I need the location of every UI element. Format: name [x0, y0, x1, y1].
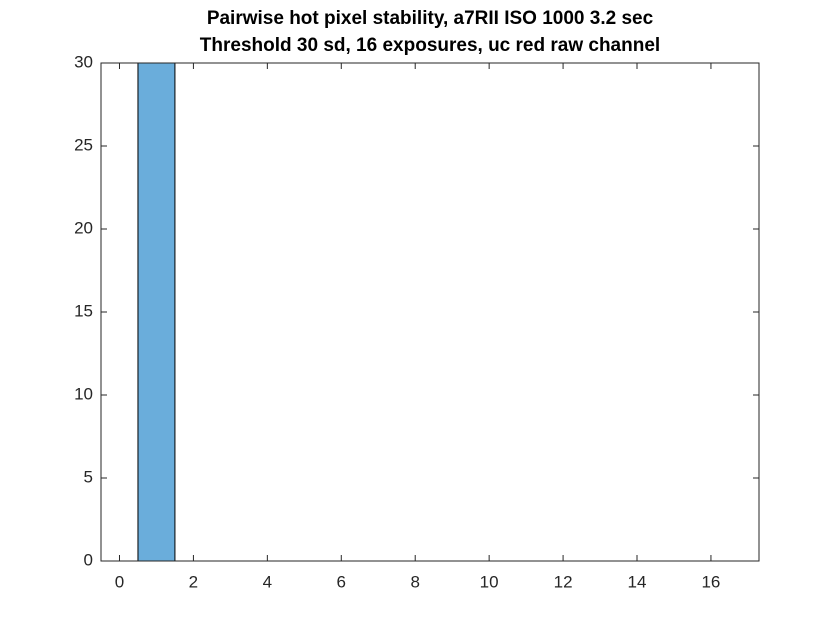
x-tick-label: 0: [115, 572, 124, 591]
bar: [137, 62, 176, 562]
y-tick-label: 20: [74, 218, 93, 237]
x-tick-label: 4: [263, 572, 272, 591]
plot-area: [101, 63, 759, 561]
x-tick-label: 8: [410, 572, 419, 591]
x-tick-label: 14: [628, 572, 647, 591]
y-tick-label: 5: [84, 467, 93, 486]
chart-title: Pairwise hot pixel stability, a7RII ISO …: [207, 8, 654, 29]
x-tick-label: 12: [554, 572, 573, 591]
y-tick-label: 30: [74, 52, 93, 71]
x-tick-label: 16: [701, 572, 720, 591]
x-tick-label: 2: [189, 572, 198, 591]
chart-title: Threshold 30 sd, 16 exposures, uc red ra…: [200, 35, 660, 56]
y-tick-label: 25: [74, 135, 93, 154]
y-tick-label: 0: [84, 550, 93, 569]
x-tick-label: 10: [480, 572, 499, 591]
y-tick-label: 10: [74, 384, 93, 403]
y-tick-label: 15: [74, 301, 93, 320]
x-tick-label: 6: [337, 572, 346, 591]
